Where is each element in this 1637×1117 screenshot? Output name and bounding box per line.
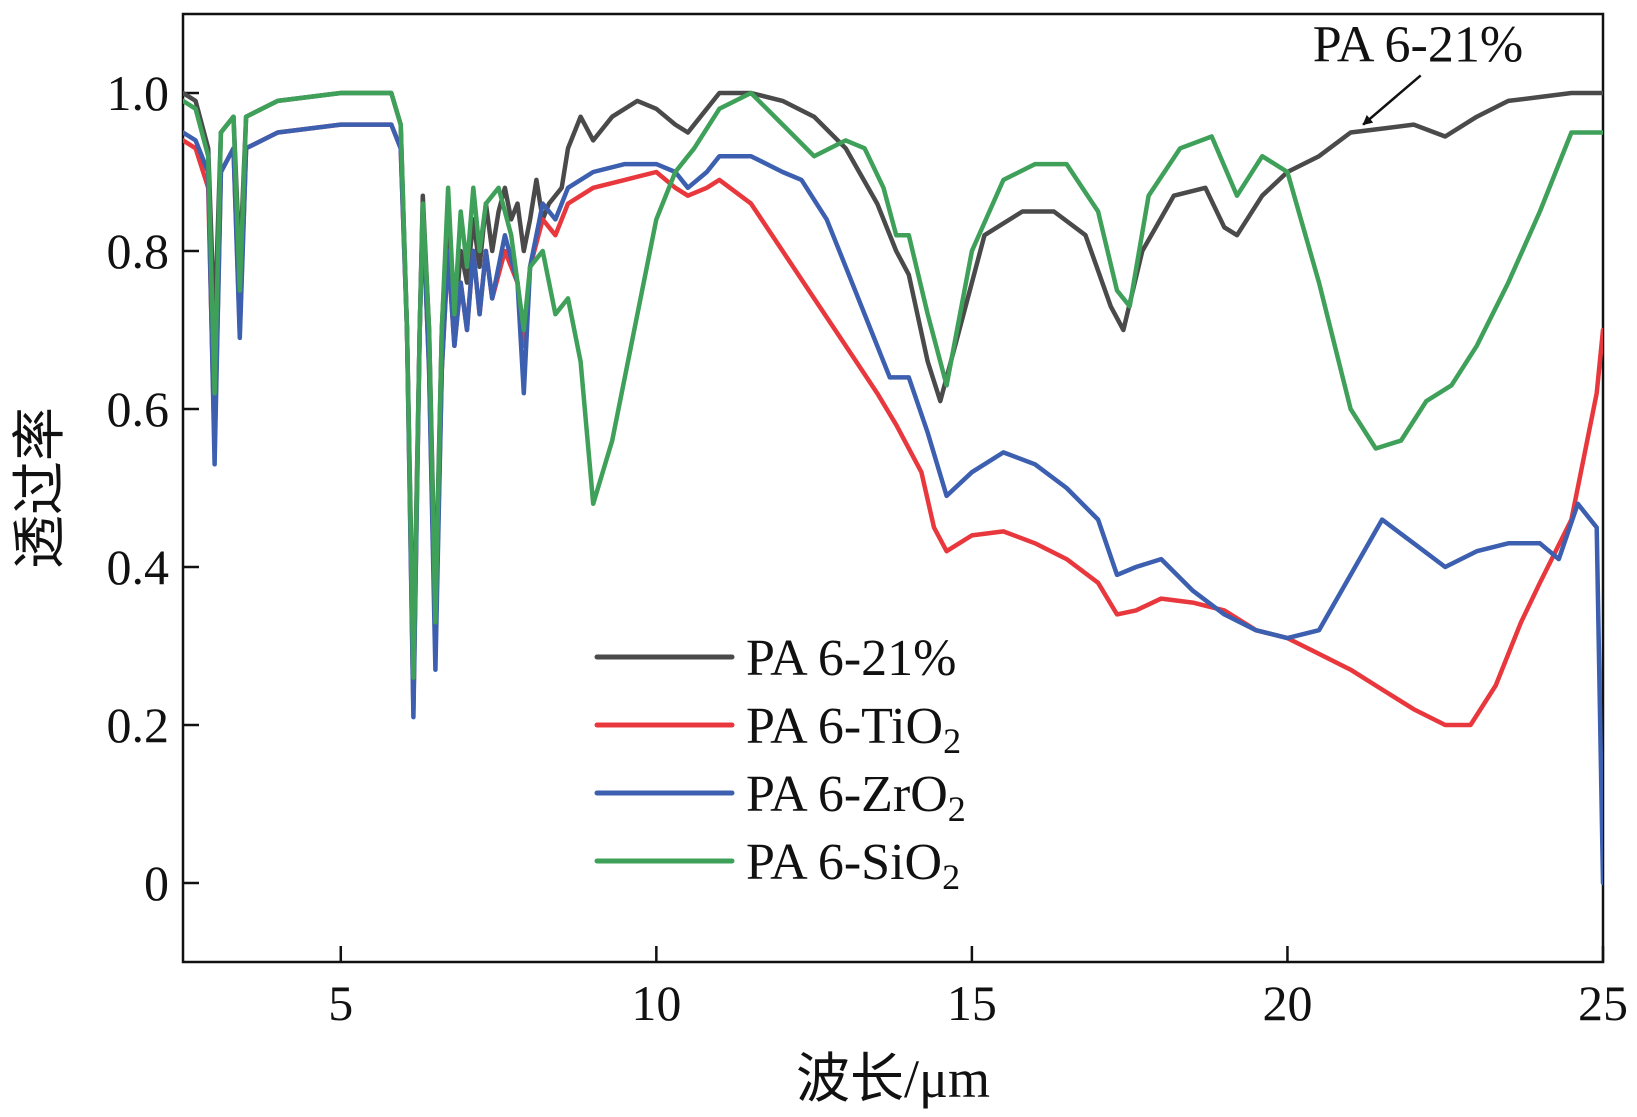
legend-label-0: PA 6-21%: [746, 630, 956, 687]
y-tick-label: 0: [144, 855, 169, 911]
x-tick-label: 5: [328, 975, 353, 1031]
y-axis-label: 透过率: [10, 407, 70, 569]
y-tick-label: 0.8: [107, 223, 170, 279]
y-tick-label: 0.2: [107, 697, 170, 753]
legend-label-3: PA 6-SiO2: [746, 834, 960, 897]
annotation-label: PA 6-21%: [1313, 16, 1523, 73]
x-tick-label: 15: [947, 975, 997, 1031]
series-line-3: [183, 90, 1603, 680]
y-axis: 0 0.2 0.4 0.6 0.8 1.0: [107, 65, 199, 911]
y-tick-label: 0.4: [107, 539, 170, 595]
x-tick-label: 20: [1262, 975, 1312, 1031]
series-lines: [183, 90, 1603, 886]
x-tick-label: 25: [1578, 975, 1628, 1031]
y-tick-label: 1.0: [107, 65, 170, 121]
annotation-arrow: [1362, 74, 1422, 126]
y-tick-label: 0.6: [107, 381, 170, 437]
x-axis-label: 波长/μm: [796, 1049, 990, 1109]
annotation: PA 6-21%: [1313, 16, 1523, 126]
x-axis: 5 10 15 20 25: [328, 946, 1628, 1031]
x-tick-label: 10: [631, 975, 681, 1031]
legend-label-2: PA 6-ZrO2: [746, 766, 966, 829]
plot-frame: [181, 12, 1605, 964]
legend-label-1: PA 6-TiO2: [746, 698, 961, 761]
